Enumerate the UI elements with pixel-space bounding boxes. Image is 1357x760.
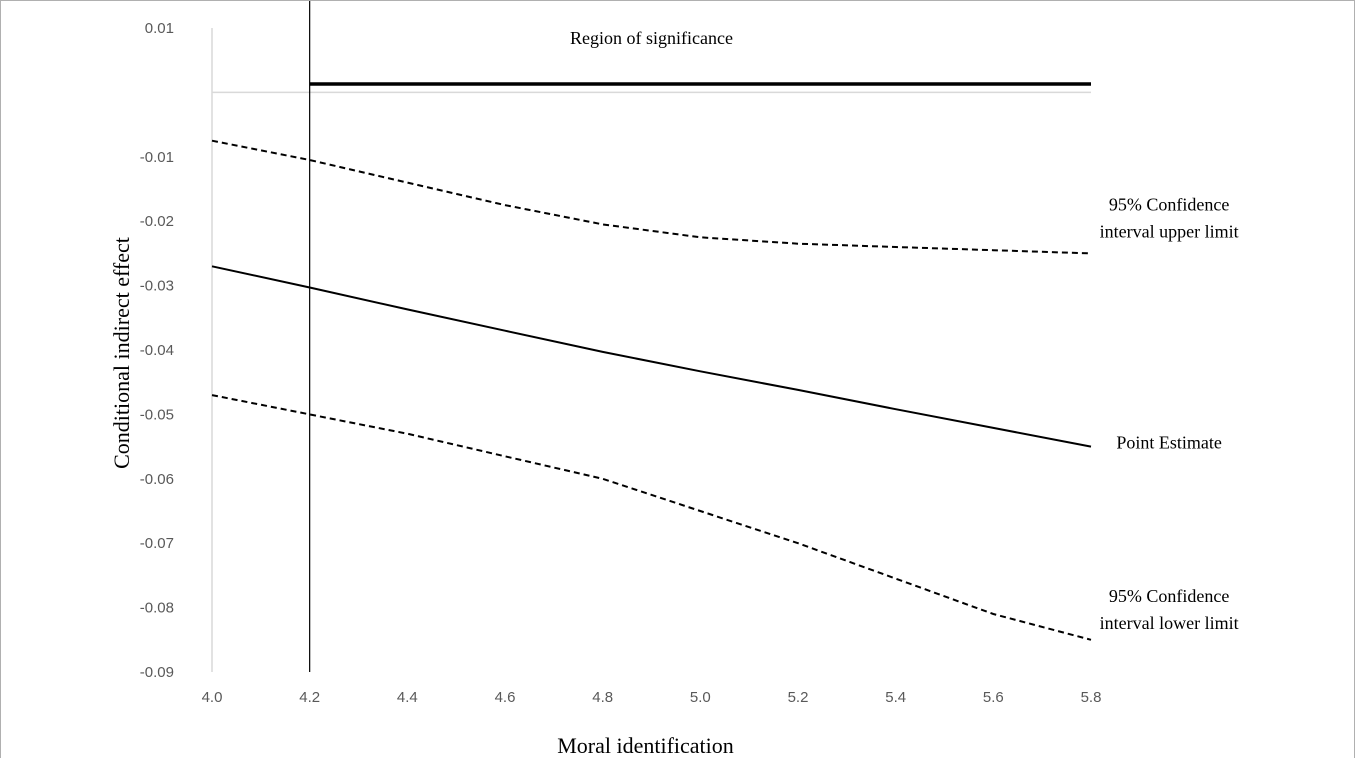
x-tick-label: 4.0 bbox=[202, 689, 223, 706]
x-tick-label: 5.8 bbox=[1081, 689, 1102, 706]
x-axis-title: Moral identification bbox=[557, 733, 734, 758]
x-tick-label: 5.4 bbox=[885, 689, 906, 706]
annotation-label: Region of significance bbox=[570, 28, 733, 48]
y-tick-label: -0.05 bbox=[140, 406, 174, 423]
annotation-label: interval lower limit bbox=[1100, 613, 1239, 633]
series-layer bbox=[211, 139, 1092, 641]
y-tick-label: -0.09 bbox=[140, 664, 174, 681]
y-tick-label: 0.01 bbox=[145, 20, 174, 37]
series-line-2 bbox=[211, 394, 1092, 641]
y-tick-label: -0.04 bbox=[140, 342, 174, 359]
x-tick-label: 4.4 bbox=[397, 689, 418, 706]
x-tick-label: 4.8 bbox=[592, 689, 613, 706]
y-tick-label: -0.08 bbox=[140, 600, 174, 617]
y-tick-label: -0.07 bbox=[140, 535, 174, 552]
y-tick-label: -0.02 bbox=[140, 213, 174, 230]
x-tick-label: 5.0 bbox=[690, 689, 711, 706]
x-tick-label: 4.6 bbox=[495, 689, 516, 706]
annotations: Region of significance 95% Confidence inte… bbox=[570, 28, 1239, 633]
annotation-label: 95% Confidence bbox=[1109, 586, 1229, 606]
y-tick-labels: 0.01 -0.01 -0.02 -0.03 -0.04 -0.05 -0.06 -0.07 -… bbox=[140, 20, 174, 681]
annotation-label: interval upper limit bbox=[1100, 221, 1239, 241]
y-tick-label: -0.06 bbox=[140, 471, 174, 488]
x-tick-label: 4.2 bbox=[299, 689, 320, 706]
x-tick-label: 5.6 bbox=[983, 689, 1004, 706]
series-line-0 bbox=[211, 265, 1092, 448]
annotation-label: Point Estimate bbox=[1116, 433, 1222, 453]
x-tick-label: 5.2 bbox=[788, 689, 809, 706]
annotation-label: 95% Confidence bbox=[1109, 194, 1229, 214]
y-tick-label: -0.01 bbox=[140, 149, 174, 166]
y-tick-label: -0.03 bbox=[140, 278, 174, 295]
y-axis-title: Conditional indirect effect bbox=[109, 237, 134, 469]
series-line-1 bbox=[211, 139, 1092, 255]
axes bbox=[211, 28, 1091, 672]
x-tick-labels: 4.0 4.2 4.4 4.6 4.8 5.0 5.2 5.4 5.6 5.8 bbox=[202, 689, 1102, 706]
